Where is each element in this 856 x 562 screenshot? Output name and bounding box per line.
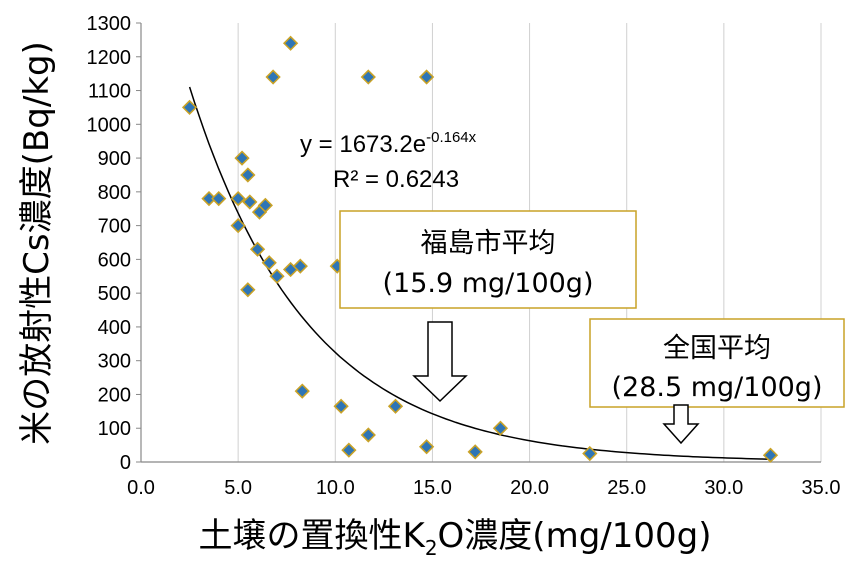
y-tick-label: 200 bbox=[98, 384, 131, 406]
data-point bbox=[341, 442, 357, 458]
data-point bbox=[762, 447, 779, 463]
x-axis-title: 土壌の置換性K2O濃度(mg/100g) bbox=[199, 516, 712, 560]
x-tick-label: 20.0 bbox=[510, 477, 549, 499]
data-point bbox=[240, 282, 256, 298]
x-tick-label: 0.0 bbox=[127, 477, 155, 499]
y-tick-label: 500 bbox=[98, 283, 131, 305]
x-tick-label: 15.0 bbox=[413, 477, 452, 499]
data-point bbox=[492, 420, 509, 436]
x-tick-label: 10.0 bbox=[316, 477, 355, 499]
y-axis-title: 米の放射性Cs濃度(Bq/kg) bbox=[17, 41, 57, 445]
annotation-national-value: (28.5 mg/100g) bbox=[612, 372, 823, 403]
annotation-national: 全国平均 (28.5 mg/100g) bbox=[589, 318, 845, 445]
data-point bbox=[234, 150, 250, 166]
r-squared: R² = 0.6243 bbox=[333, 166, 459, 193]
y-tick-label: 1200 bbox=[87, 47, 132, 69]
trendline bbox=[188, 86, 771, 460]
y-tick-label: 0 bbox=[120, 452, 131, 474]
data-point bbox=[269, 268, 285, 284]
y-tick-label: 700 bbox=[98, 216, 131, 238]
y-tick-label: 800 bbox=[98, 182, 131, 204]
data-point bbox=[181, 99, 198, 116]
x-tick-label: 5.0 bbox=[224, 477, 252, 499]
data-point bbox=[360, 427, 376, 443]
annotation-fukushima-value: (15.9 mg/100g) bbox=[383, 268, 594, 299]
annotation-fukushima: 福島市平均 (15.9 mg/100g) bbox=[339, 210, 637, 403]
data-point bbox=[230, 190, 246, 207]
data-point bbox=[240, 167, 256, 183]
data-point bbox=[360, 69, 376, 85]
y-tick-label: 1000 bbox=[87, 114, 132, 136]
down-arrow-national bbox=[662, 404, 700, 445]
data-point bbox=[242, 194, 258, 210]
data-point bbox=[282, 35, 299, 51]
x-tick-label: 25.0 bbox=[607, 477, 646, 499]
data-point bbox=[211, 190, 227, 207]
annotation-national-title: 全国平均 bbox=[663, 333, 771, 364]
data-point bbox=[582, 445, 598, 462]
data-point bbox=[230, 217, 246, 234]
axes bbox=[140, 23, 821, 463]
y-tick-label: 600 bbox=[98, 249, 131, 271]
annotation-fukushima-title: 福島市平均 bbox=[421, 228, 556, 259]
y-tick-label: 400 bbox=[98, 317, 131, 339]
data-point bbox=[387, 398, 404, 414]
data-point bbox=[257, 197, 273, 213]
x-tick-label: 35.0 bbox=[802, 477, 841, 499]
data-point bbox=[418, 69, 435, 85]
y-tick-label: 1100 bbox=[88, 81, 131, 103]
y-tick-labels: 0 100 200 300 400 500 600 700 800 900 1000 1100 1200… bbox=[87, 13, 141, 474]
data-points bbox=[181, 35, 779, 463]
down-arrow-fukushima bbox=[412, 321, 468, 403]
data-point bbox=[292, 258, 308, 274]
data-point bbox=[467, 444, 483, 460]
x-tick-labels: 0.0 5.0 10.0 15.0 20.0 25.0 30.0 35.0 bbox=[127, 477, 840, 499]
data-point bbox=[261, 255, 277, 271]
x-tick-label: 30.0 bbox=[704, 477, 743, 499]
y-tick-label: 100 bbox=[98, 418, 131, 440]
y-tick-label: 300 bbox=[98, 351, 131, 373]
data-point bbox=[418, 439, 435, 455]
y-tick-label: 900 bbox=[98, 148, 131, 170]
data-point bbox=[249, 241, 266, 257]
data-point bbox=[333, 398, 349, 414]
data-point bbox=[294, 383, 310, 399]
y-tick-label: 1300 bbox=[87, 13, 132, 35]
trendline-equation: y = 1673.2e-0.164x bbox=[300, 129, 477, 158]
data-point bbox=[265, 69, 281, 85]
